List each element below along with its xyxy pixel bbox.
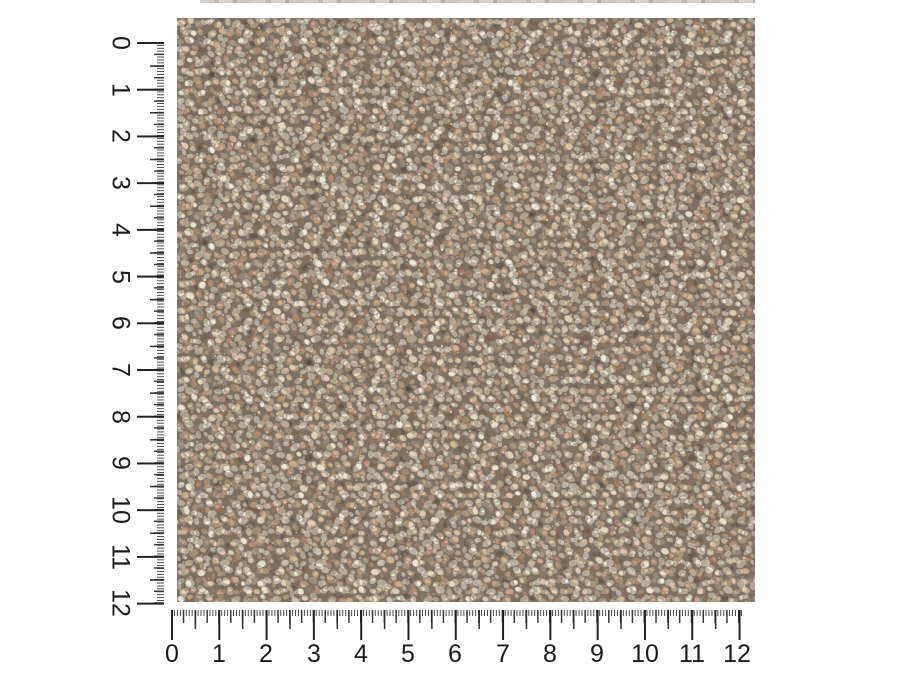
horizontal-ruler-label: 4 [354, 640, 368, 668]
vertical-ruler-label: 4 [106, 223, 135, 237]
horizontal-ruler-label: 6 [448, 640, 462, 668]
horizontal-ruler-label: 3 [307, 640, 321, 668]
material-swatch-texture [177, 18, 755, 602]
cropped-photo-edge [200, 0, 755, 3]
horizontal-ruler-label: 7 [496, 640, 510, 668]
vertical-ruler-label: 11 [106, 544, 135, 570]
horizontal-ruler-label: 5 [401, 640, 415, 668]
vertical-ruler-label: 5 [106, 270, 135, 284]
vertical-ruler-ticks [137, 42, 164, 605]
vertical-ruler-label: 10 [106, 496, 135, 524]
horizontal-ruler-label: 11 [679, 640, 705, 668]
vertical-ruler-label: 12 [106, 589, 135, 617]
vertical-ruler-label: 8 [106, 410, 135, 424]
horizontal-ruler-label: 8 [543, 640, 557, 668]
horizontal-ruler-label: 10 [631, 640, 659, 668]
vertical-ruler-label: 1 [106, 83, 135, 97]
horizontal-ruler-label: 12 [723, 640, 751, 668]
vertical-ruler-label: 9 [106, 456, 135, 470]
horizontal-ruler-label: 1 [212, 640, 226, 668]
horizontal-ruler-label: 9 [590, 640, 604, 668]
vertical-ruler-label: 7 [106, 363, 135, 377]
vertical-ruler-label: 2 [106, 129, 135, 143]
vertical-ruler-label: 6 [106, 316, 135, 330]
horizontal-ruler-ticks [170, 610, 742, 641]
vertical-ruler-label: 0 [106, 36, 135, 50]
horizontal-ruler-label: 0 [165, 640, 179, 668]
horizontal-ruler-label: 2 [259, 640, 273, 668]
vertical-ruler-label: 3 [106, 176, 135, 190]
